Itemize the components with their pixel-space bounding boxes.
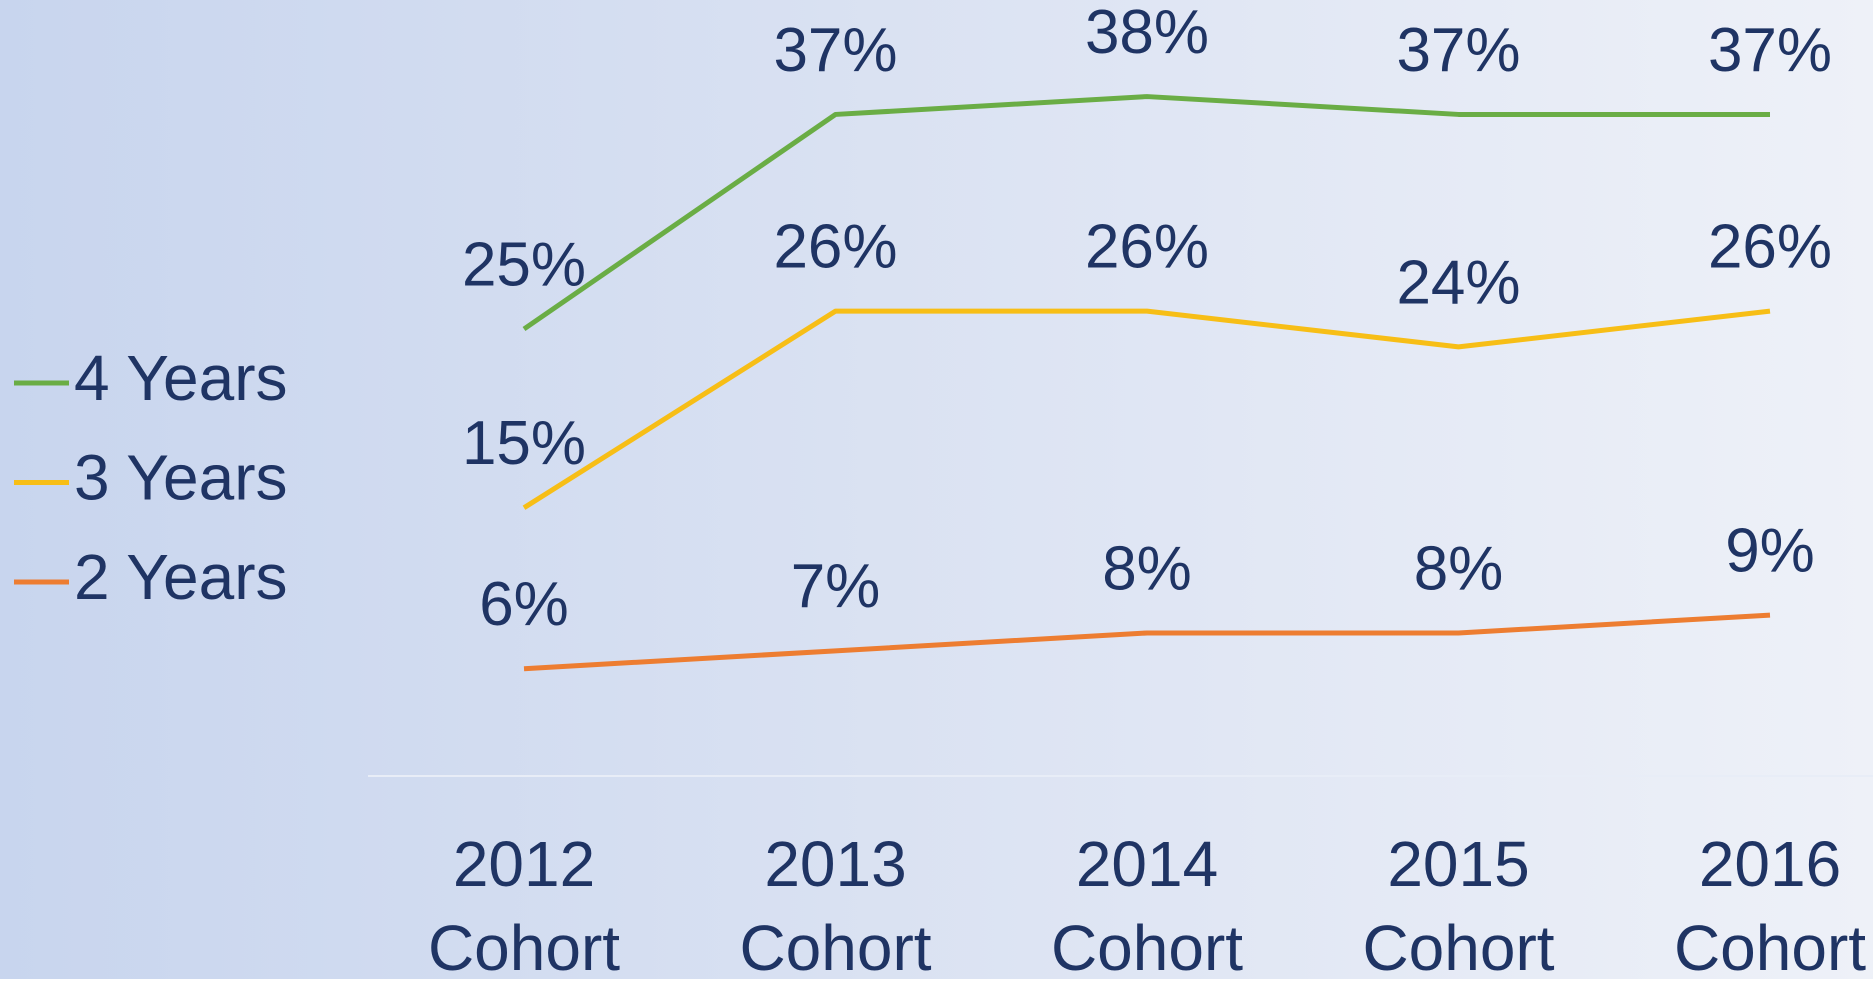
line (524, 615, 1770, 669)
data-label: 24% (1396, 248, 1520, 317)
data-label: 9% (1725, 516, 1815, 585)
data-label: 25% (462, 230, 586, 299)
legend-label: 2 Years (74, 541, 288, 613)
data-label: 37% (773, 16, 897, 85)
legend-label: 3 Years (74, 441, 288, 513)
data-label: 26% (773, 212, 897, 281)
chart: 25% 37% 38% 37% 37% 4 Years 15% 26% 26% 24% 26% 3 Y… (0, 0, 1873, 979)
data-label: 15% (462, 409, 586, 478)
x-tick-label: 2016 Cohort (1660, 822, 1873, 990)
data-label: 8% (1414, 534, 1504, 603)
data-label: 8% (1102, 534, 1192, 603)
x-tick-label: 2014 Cohort (1037, 822, 1257, 990)
data-label: 37% (1396, 16, 1520, 85)
data-label: 6% (479, 570, 569, 639)
line (524, 311, 1770, 508)
data-label: 26% (1085, 212, 1209, 281)
data-label: 38% (1085, 0, 1209, 67)
x-tick-label: 2015 Cohort (1349, 822, 1569, 990)
data-label: 37% (1708, 16, 1832, 85)
data-label: 26% (1708, 212, 1832, 281)
data-label: 7% (791, 552, 881, 621)
x-tick-label: 2012 Cohort (414, 822, 634, 990)
legend-label: 4 Years (74, 342, 288, 414)
x-tick-label: 2013 Cohort (726, 822, 946, 990)
